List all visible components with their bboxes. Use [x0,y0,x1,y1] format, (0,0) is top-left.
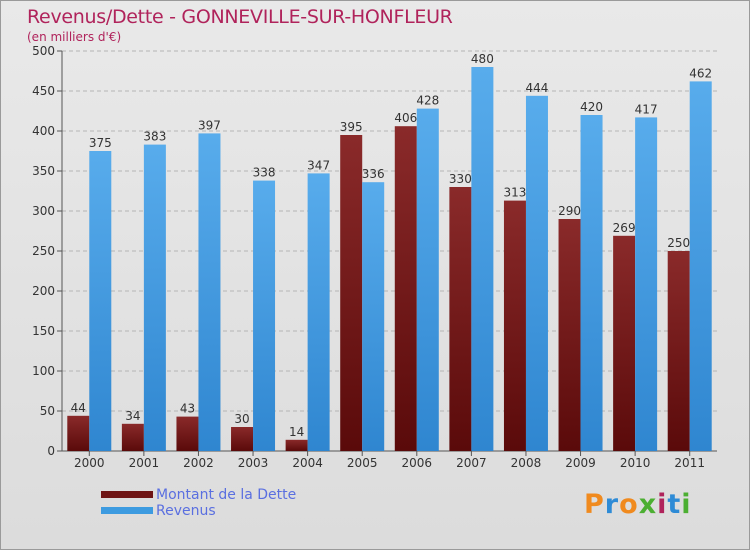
label-dette-2010: 269 [613,221,636,235]
y-tick-label-150: 150 [32,324,55,338]
legend-swatch-dette [101,491,153,498]
bar-dette-2006 [394,126,417,451]
label-dette-2011: 250 [667,236,690,250]
label-dette-2005: 395 [340,120,363,134]
label-revenus-2008: 444 [526,81,549,95]
bar-revenus-2007 [471,67,494,451]
label-dette-2000: 44 [71,401,86,415]
label-dette-2008: 313 [504,186,527,200]
label-revenus-2005: 336 [362,167,385,181]
bar-dette-2009 [558,219,581,451]
y-tick-label-350: 350 [32,164,55,178]
bar-revenus-2008 [525,95,548,452]
bar-revenus-2006 [416,108,439,451]
chart-title: Revenus/Dette - GONNEVILLE-SUR-HONFLEUR [27,6,453,28]
bar-dette-2011 [667,251,690,451]
brand-letter: o [619,489,639,520]
brand-letter: x [638,489,658,520]
axes: 0 50 100 150 200 250 300 350 400 450 500 2000 2001 20… [32,44,717,470]
bar-revenus-2004 [307,173,330,451]
y-tick-label-100: 100 [32,364,55,378]
bar-revenus-2005 [362,182,385,451]
bar-revenus-2001 [143,144,166,451]
bar-dette-2000 [67,415,90,451]
label-revenus-2007: 480 [471,52,494,66]
label-dette-2002: 43 [180,402,195,416]
brand-letter: t [667,489,682,520]
label-revenus-2003: 338 [253,166,276,180]
proxiti-logo[interactable]: Proxiti [584,489,692,520]
x-tick-label-2011: 2011 [674,456,705,470]
label-dette-2001: 34 [125,409,140,423]
bar-dette-2007 [449,187,472,451]
x-tick-label-2000: 2000 [74,456,105,470]
brand-letter: r [604,489,620,520]
label-dette-2007: 330 [449,172,472,186]
y-tick-label-400: 400 [32,124,55,138]
label-revenus-2001: 383 [143,130,166,144]
label-dette-2006: 406 [394,111,417,125]
bars [67,67,712,452]
bar-dette-2001 [121,423,144,451]
bar-revenus-2003 [253,180,276,451]
brand-letter: P [584,489,605,520]
label-revenus-2010: 417 [635,102,658,116]
chart-subtitle: (en milliers d'€) [27,30,122,44]
y-tick-label-200: 200 [32,284,55,298]
x-tick-label-2005: 2005 [347,456,378,470]
x-tick-label-2002: 2002 [183,456,214,470]
y-tick-label-500: 500 [32,44,55,58]
legend-swatch-revenus [101,507,153,514]
x-tick-label-2003: 2003 [238,456,269,470]
label-revenus-2000: 375 [89,136,112,150]
y-tick-label-450: 450 [32,84,55,98]
x-tick-label-2001: 2001 [129,456,160,470]
label-revenus-2011: 462 [689,66,712,80]
y-tick-label-300: 300 [32,204,55,218]
legend-label-dette: Montant de la Dette [156,487,297,503]
bar-revenus-2011 [689,81,712,452]
bar-dette-2004 [285,439,308,451]
label-revenus-2004: 347 [307,158,330,172]
bar-revenus-2000 [89,151,112,451]
x-tick-label-2008: 2008 [511,456,542,470]
x-tick-label-2006: 2006 [402,456,433,470]
bar-dette-2010 [613,235,636,451]
y-tick-label-0: 0 [47,444,55,458]
bar-dette-2005 [340,135,363,451]
x-tick-label-2010: 2010 [620,456,651,470]
bar-dette-2002 [176,416,199,451]
brand-letter: i [657,489,668,520]
bar-revenus-2009 [580,115,603,451]
bar-dette-2008 [503,200,526,451]
x-tick-label-2004: 2004 [292,456,323,470]
label-dette-2003: 30 [234,412,249,426]
bar-revenus-2002 [198,133,221,451]
label-revenus-2009: 420 [580,100,603,114]
y-tick-label-250: 250 [32,244,55,258]
label-revenus-2002: 397 [198,118,221,132]
data-labels: 44 375 34 383 43 397 30 338 14 347 395 336 406 428 330… [71,52,713,439]
x-tick-label-2009: 2009 [565,456,596,470]
x-tick-label-2007: 2007 [456,456,487,470]
bar-dette-2003 [231,427,254,451]
brand-letter: i [681,489,692,520]
y-tick-label-50: 50 [40,404,55,418]
bar-revenus-2010 [635,117,658,452]
label-dette-2009: 290 [558,204,581,218]
label-dette-2004: 14 [289,425,304,439]
label-revenus-2006: 428 [416,94,439,108]
legend-label-revenus: Revenus [156,503,216,519]
